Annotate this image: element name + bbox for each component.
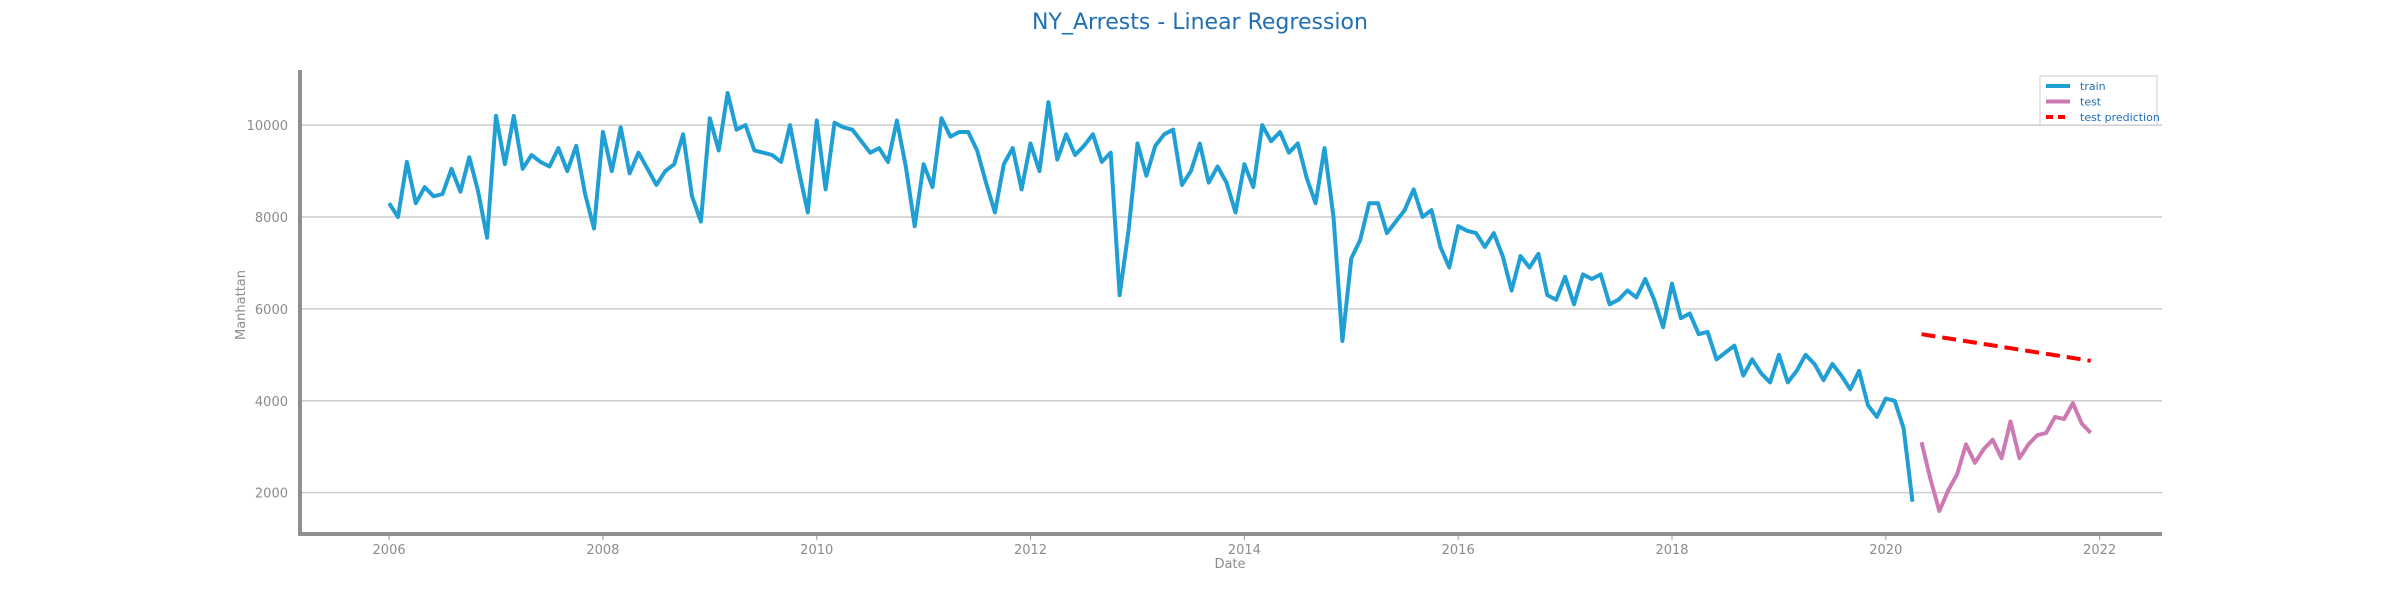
x-tick-label: 2020 [1869,543,1902,558]
series-line-test-prediction [1921,332,2092,363]
x-tick-label: 2012 [1014,543,1047,558]
x-tick-label: 2014 [1228,543,1261,558]
series-line-train [387,91,1915,503]
legend-label: test [2080,96,2102,109]
x-tick-label: 2022 [2083,543,2116,558]
legend: train test test prediction [2039,75,2160,126]
series-line-test [1919,401,2093,513]
y-tick-label: 4000 [255,395,288,410]
x-tick-label: 2016 [1442,543,1475,558]
y-tick-label: 8000 [255,211,288,226]
tick-labels: 2000 4000 6000 8000 10000 2006 2008 2010 2012 201… [247,119,2117,558]
y-tick-label: 6000 [255,303,288,318]
y-tick-label: 2000 [255,487,288,502]
y-axis-label: Manhattan [234,270,249,340]
axes [298,70,2162,540]
legend-label: test prediction [2080,111,2160,124]
x-tick-label: 2018 [1655,543,1688,558]
x-axis-label: Date [1214,557,1245,572]
series-lines [387,91,2093,513]
grid-lines [300,124,2162,494]
x-tick-label: 2006 [373,543,406,558]
y-tick-label: 10000 [247,119,288,134]
legend-label: train [2080,80,2106,93]
x-tick-label: 2008 [586,543,619,558]
chart-title: NY_Arrests - Linear Regression [1032,10,1368,35]
x-tick-label: 2010 [800,543,833,558]
